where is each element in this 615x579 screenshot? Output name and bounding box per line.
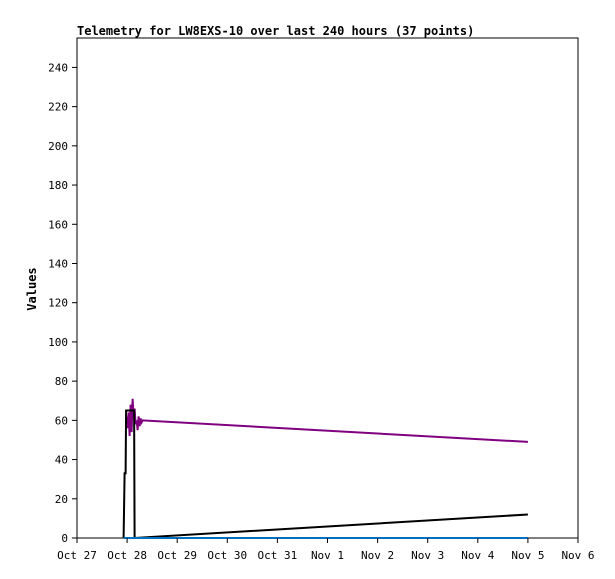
x-tick-label: Oct 27 (57, 549, 97, 562)
y-tick-label: 80 (55, 375, 68, 388)
chart-title: Telemetry for LW8EXS-10 over last 240 ho… (77, 24, 474, 38)
y-axis-label: Values (25, 267, 39, 310)
y-tick-label: 100 (48, 336, 68, 349)
y-tick-label: 180 (48, 179, 68, 192)
y-tick-label: 0 (61, 532, 68, 545)
x-tick-label: Nov 2 (361, 549, 394, 562)
y-tick-label: 60 (55, 414, 68, 427)
y-tick-label: 40 (55, 454, 68, 467)
y-axis-ticks: 0 20 40 60 80 100 120 140 160 180 200 220 240 (48, 61, 77, 545)
x-tick-label: Oct 30 (207, 549, 247, 562)
y-tick-label: 160 (48, 218, 68, 231)
x-tick-label: Nov 6 (561, 549, 594, 562)
y-tick-label: 140 (48, 257, 68, 270)
x-tick-label: Nov 5 (511, 549, 544, 562)
x-tick-label: Oct 31 (258, 549, 298, 562)
x-tick-label: Nov 3 (411, 549, 444, 562)
x-axis-ticks: Oct 27 Oct 28 Oct 29 Oct 30 Oct 31 Nov 1 Nov 2… (57, 538, 595, 562)
x-tick-label: Oct 28 (107, 549, 147, 562)
x-tick-label: Oct 29 (157, 549, 197, 562)
y-tick-label: 240 (48, 61, 68, 74)
y-tick-label: 120 (48, 297, 68, 310)
y-tick-label: 220 (48, 101, 68, 114)
y-tick-label: 20 (55, 493, 68, 506)
series-layer (122, 398, 528, 540)
x-tick-label: Nov 4 (461, 549, 494, 562)
x-tick-label: Nov 1 (311, 549, 344, 562)
y-tick-label: 200 (48, 140, 68, 153)
